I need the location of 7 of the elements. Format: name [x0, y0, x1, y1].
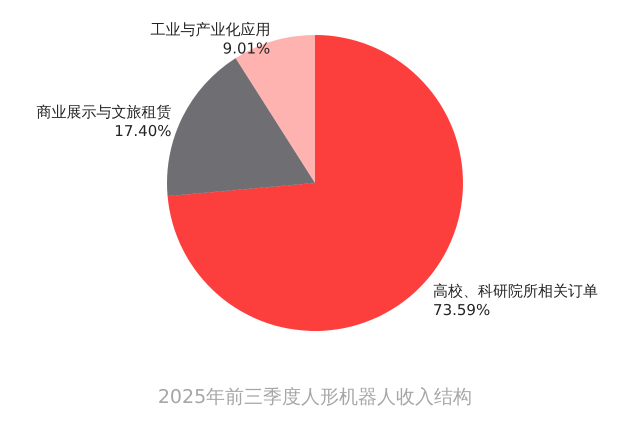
data-label: 17.40%: [114, 122, 172, 140]
data-label: 9.01%: [222, 39, 270, 58]
slice-label: 高校、科研院所相关订单: [433, 282, 598, 300]
text: 2025年前三季度人形机器人收入结构: [158, 386, 472, 408]
slice-label: 工业与产业化应用: [150, 20, 270, 38]
slice-label: 商业展示与文旅租赁: [36, 103, 172, 122]
data-label: 73.59%: [433, 301, 490, 320]
